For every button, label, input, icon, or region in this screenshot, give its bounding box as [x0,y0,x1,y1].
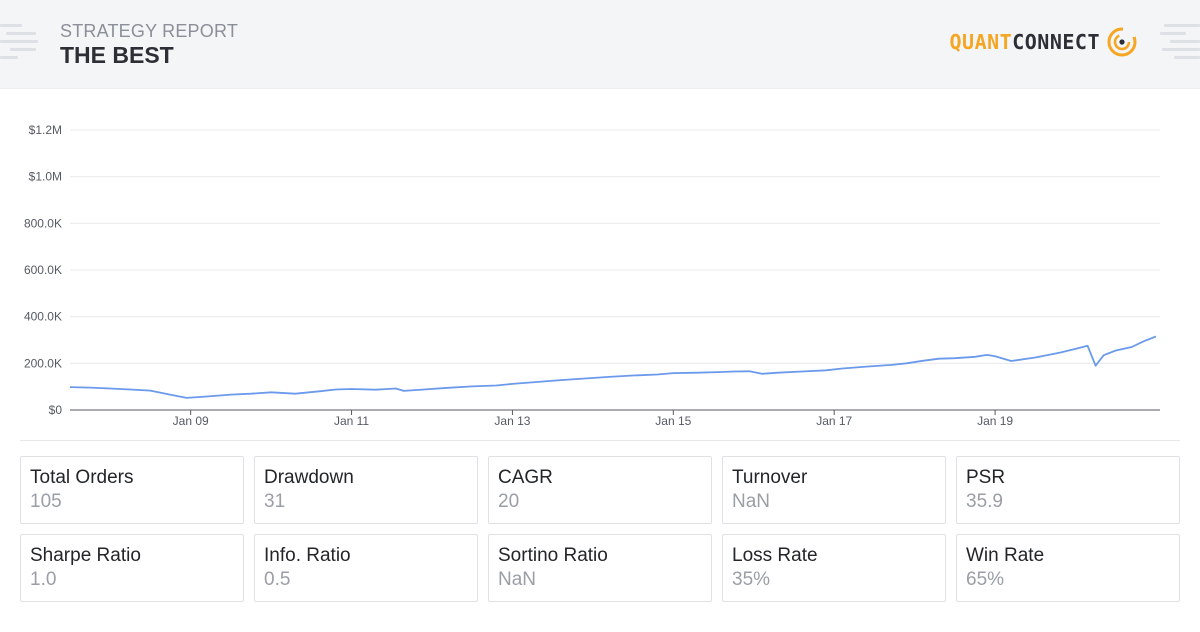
stat-value: 20 [498,491,520,512]
equity-chart: $0 200.0K 400.0K 600.0K 800.0K $1.0M $1.2M Jan … [0,110,1200,435]
stat-value: NaN [732,491,771,512]
report-label: STRATEGY REPORT [60,21,239,41]
stat-value: 65% [966,569,1005,590]
stat-value: 35% [732,569,771,590]
stat-label: CAGR [498,467,553,488]
stat-label: Sharpe Ratio [30,545,141,566]
stat-value: 31 [264,491,286,512]
stat-label: Drawdown [264,467,354,488]
stat-card: CAGR 20 [488,456,712,524]
y-tick-label: $1.0M [29,170,62,184]
stat-card: Sharpe Ratio 1.0 [20,534,244,602]
y-tick-label: $0 [49,403,63,417]
equity-chart-svg: $0 200.0K 400.0K 600.0K 800.0K $1.0M $1.2M Jan … [24,123,1160,428]
stat-card: Turnover NaN [722,456,946,524]
stat-label: Loss Rate [732,545,818,566]
stat-label: Total Orders [30,467,134,488]
x-tick-label: Jan 19 [977,414,1013,428]
logo-text-quant: QUANT [949,30,1013,54]
x-tick-label: Jan 17 [816,414,852,428]
equity-series-line [69,335,1157,399]
stat-label: Sortino Ratio [498,545,608,566]
stat-value: 0.5 [264,569,291,590]
logo-text-connect: CONNECT [1012,30,1100,54]
report-title: THE BEST [60,42,174,68]
stat-card: Loss Rate 35% [722,534,946,602]
stat-label: Win Rate [966,545,1045,566]
section-divider [20,440,1180,441]
stat-card: Sortino Ratio NaN [488,534,712,602]
stat-card: PSR 35.9 [956,456,1180,524]
report-header: STRATEGY REPORT THE BEST QUANT CONNECT [0,0,1200,89]
y-tick-label: 600.0K [24,263,62,277]
stat-card: Drawdown 31 [254,456,478,524]
left-decoration [0,18,50,68]
stat-value: 105 [30,491,62,512]
x-tick-label: Jan 11 [334,414,369,428]
stat-card: Total Orders 105 [20,456,244,524]
x-tick-label: Jan 13 [494,414,530,428]
x-tick-label: Jan 09 [173,414,209,428]
quantconnect-logo: QUANT CONNECT [949,24,1140,60]
stat-label: PSR [966,467,1006,488]
y-tick-label: $1.2M [29,123,62,137]
x-tick-label: Jan 15 [655,414,691,428]
logo-ring-icon [1107,27,1137,57]
stat-card: Win Rate 65% [956,534,1180,602]
stat-value: NaN [498,569,537,590]
stat-card: Info. Ratio 0.5 [254,534,478,602]
stat-value: 1.0 [30,569,57,590]
y-tick-label: 800.0K [24,216,62,230]
stat-label: Turnover [732,467,808,488]
stat-label: Info. Ratio [264,545,351,566]
y-tick-label: 200.0K [24,356,62,370]
stat-value: 35.9 [966,491,1003,512]
y-tick-label: 400.0K [24,310,62,324]
right-decoration [1160,18,1200,68]
